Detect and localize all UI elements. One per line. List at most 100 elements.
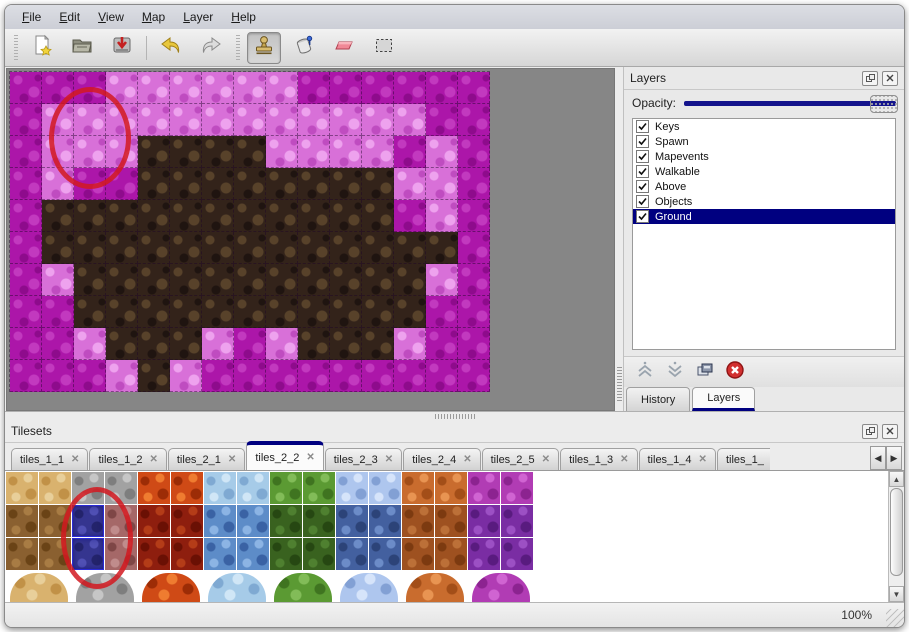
menu-help[interactable]: Help (231, 10, 256, 24)
dark-magenta-tile[interactable] (106, 168, 138, 200)
brown-rock-tile[interactable] (298, 200, 330, 232)
brown-rock-tile[interactable] (362, 168, 394, 200)
float-panel-icon[interactable] (862, 70, 878, 86)
layer-row-ground[interactable]: Ground (633, 209, 895, 224)
open-button[interactable] (65, 32, 99, 64)
dark-magenta-tile[interactable] (458, 328, 490, 360)
tileset-tile-darkcrystal[interactable] (336, 538, 368, 570)
tileset-tile-icicle[interactable] (237, 538, 269, 570)
layer-row-spawn[interactable]: Spawn (633, 134, 895, 149)
redo-button[interactable] (194, 32, 228, 64)
dark-magenta-tile[interactable] (298, 72, 330, 104)
light-pink-tile[interactable] (42, 136, 74, 168)
tileset-tile-orangerock[interactable] (402, 472, 434, 504)
tileset-tile-darkvine[interactable] (303, 538, 335, 570)
tileset-tile-flame[interactable] (138, 538, 170, 570)
tileset-tab-tiles_1[interactable]: tiles_1_ (716, 448, 770, 470)
light-pink-tile[interactable] (426, 200, 458, 232)
light-pink-tile[interactable] (298, 104, 330, 136)
dark-magenta-tile[interactable] (426, 296, 458, 328)
brown-rock-tile[interactable] (202, 296, 234, 328)
dark-magenta-tile[interactable] (42, 360, 74, 392)
dark-magenta-tile[interactable] (362, 72, 394, 104)
lower-layer-button[interactable] (662, 360, 688, 384)
light-pink-tile[interactable] (74, 136, 106, 168)
tileset-tile-darkcrystal[interactable] (369, 505, 401, 537)
brown-rock-tile[interactable] (138, 360, 170, 392)
tileset-tile-crystal[interactable] (369, 472, 401, 504)
brown-rock-tile[interactable] (170, 328, 202, 360)
brown-rock-tile[interactable] (426, 232, 458, 264)
opacity-slider-handle[interactable] (870, 94, 898, 113)
tileset-tile-vine-clump[interactable] (273, 573, 332, 602)
horizontal-splitter[interactable] (5, 411, 904, 420)
dark-magenta-tile[interactable] (458, 104, 490, 136)
stamp-button[interactable] (247, 31, 281, 64)
dark-magenta-tile[interactable] (74, 168, 106, 200)
brown-rock-tile[interactable] (74, 264, 106, 296)
tileset-tile-crystal-clump[interactable] (339, 573, 398, 602)
dark-magenta-tile[interactable] (394, 360, 426, 392)
layer-visibility-checkbox[interactable] (636, 180, 649, 193)
layer-row-objects[interactable]: Objects (633, 194, 895, 209)
brown-rock-tile[interactable] (170, 264, 202, 296)
dark-magenta-tile[interactable] (42, 296, 74, 328)
map-tile-grid[interactable] (9, 71, 490, 392)
light-pink-tile[interactable] (170, 360, 202, 392)
menu-file[interactable]: File (22, 10, 42, 24)
light-pink-tile[interactable] (202, 328, 234, 360)
brown-rock-tile[interactable] (138, 136, 170, 168)
menu-edit[interactable]: Edit (59, 10, 81, 24)
brown-rock-tile[interactable] (234, 232, 266, 264)
tileset-tile-icicle[interactable] (237, 505, 269, 537)
tileset-tab-tiles_1_4[interactable]: tiles_1_4 ✕ (638, 448, 716, 470)
layer-row-keys[interactable]: Keys (633, 119, 895, 134)
dark-magenta-tile[interactable] (394, 200, 426, 232)
tileset-tile-cell[interactable] (468, 472, 500, 504)
light-pink-tile[interactable] (394, 104, 426, 136)
fill-button[interactable] (287, 32, 321, 64)
dark-magenta-tile[interactable] (458, 72, 490, 104)
light-pink-tile[interactable] (138, 104, 170, 136)
brown-rock-tile[interactable] (266, 296, 298, 328)
brown-rock-tile[interactable] (394, 296, 426, 328)
tileset-tile-darkorange[interactable] (435, 505, 467, 537)
close-tab-icon[interactable]: ✕ (698, 454, 707, 465)
tileset-tile-darkorange[interactable] (402, 505, 434, 537)
dark-magenta-tile[interactable] (458, 136, 490, 168)
dark-magenta-tile[interactable] (42, 72, 74, 104)
raise-layer-button[interactable] (632, 360, 658, 384)
tileset-tile-darkvine[interactable] (270, 505, 302, 537)
tileset-tile-bark[interactable] (39, 538, 71, 570)
brown-rock-tile[interactable] (298, 296, 330, 328)
light-pink-tile[interactable] (266, 72, 298, 104)
light-pink-tile[interactable] (330, 104, 362, 136)
brown-rock-tile[interactable] (74, 232, 106, 264)
dark-magenta-tile[interactable] (42, 328, 74, 360)
close-tab-icon[interactable]: ✕ (384, 454, 394, 465)
scroll-tabs-left-icon[interactable]: ◀ (870, 446, 886, 470)
dark-magenta-tile[interactable] (394, 72, 426, 104)
brown-rock-tile[interactable] (234, 296, 266, 328)
opacity-slider[interactable] (684, 94, 898, 113)
scroll-tabs-right-icon[interactable]: ▶ (886, 446, 902, 470)
dark-magenta-tile[interactable] (234, 360, 266, 392)
tileset-tile-orangerock[interactable] (435, 472, 467, 504)
dark-magenta-tile[interactable] (426, 360, 458, 392)
scroll-up-icon[interactable]: ▲ (889, 471, 904, 487)
delete-layer-button[interactable] (722, 360, 748, 384)
layer-visibility-checkbox[interactable] (636, 150, 649, 163)
tileset-tile-flame[interactable] (171, 538, 203, 570)
brown-rock-tile[interactable] (138, 296, 170, 328)
brown-rock-tile[interactable] (266, 232, 298, 264)
dark-magenta-tile[interactable] (362, 360, 394, 392)
light-pink-tile[interactable] (74, 328, 106, 360)
brown-rock-tile[interactable] (138, 232, 170, 264)
light-pink-tile[interactable] (106, 136, 138, 168)
scrollbar-thumb[interactable] (890, 488, 903, 576)
dark-magenta-tile[interactable] (394, 136, 426, 168)
brown-rock-tile[interactable] (170, 200, 202, 232)
brown-rock-tile[interactable] (170, 168, 202, 200)
dark-magenta-tile[interactable] (202, 360, 234, 392)
tileset-tile-blue-selected[interactable] (72, 505, 104, 537)
